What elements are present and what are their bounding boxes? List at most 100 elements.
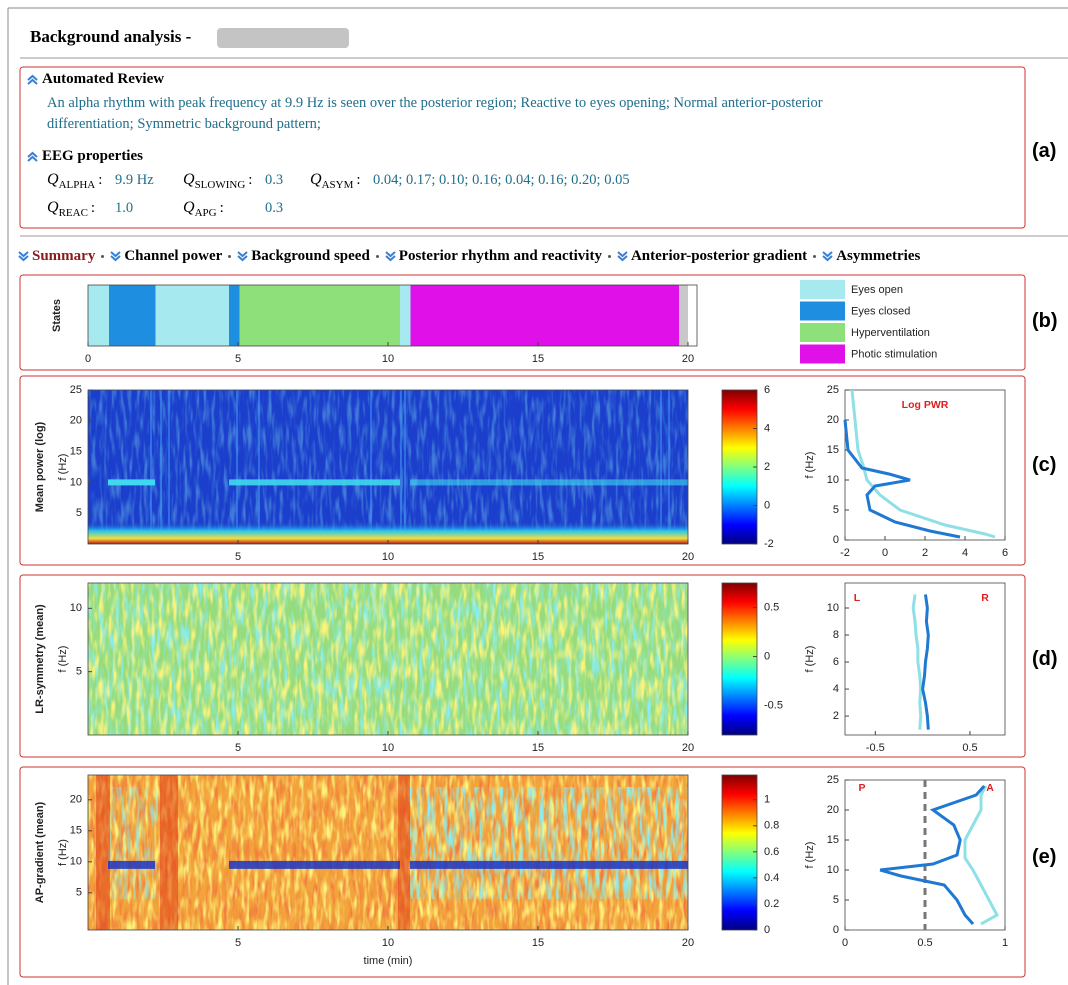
tab-separator	[228, 255, 231, 258]
y-tick-label: 10	[70, 602, 82, 614]
colorbar	[722, 390, 757, 544]
y-axis-label: AP-gradient (mean)	[34, 801, 46, 903]
panel-label: (a)	[1032, 140, 1056, 163]
spectrum-line	[852, 390, 995, 537]
property-label: QSLOWING:	[183, 171, 252, 191]
y-tick-label: 10	[827, 602, 839, 614]
y-tick-label: 20	[827, 804, 839, 816]
heatmap-texture	[229, 479, 400, 485]
tab-icon	[237, 251, 248, 262]
property-separator: :	[220, 200, 224, 216]
y-axis-unit: f (Hz)	[57, 454, 69, 481]
tab-icon	[822, 251, 833, 262]
tab[interactable]: Background speed	[237, 248, 370, 265]
y-tick-label: 10	[827, 474, 839, 486]
spectrum-line	[913, 594, 921, 729]
x-tick-label: 10	[382, 353, 394, 365]
y-tick-label: 25	[70, 384, 82, 396]
colorbar-tick-label: 0	[764, 499, 770, 511]
heatmap-texture	[236, 390, 238, 544]
y-tick-label: 20	[70, 794, 82, 806]
y-axis-label: f (Hz)	[804, 646, 816, 673]
heatmap-texture	[660, 390, 662, 544]
x-tick-label: 15	[532, 353, 544, 365]
property-label: QREAC:	[47, 199, 95, 219]
x-tick-label: 5	[235, 742, 241, 754]
y-tick-label: 5	[76, 887, 82, 899]
heatmap-texture	[108, 787, 158, 899]
tab-separator	[376, 255, 379, 258]
y-tick-label: 0	[833, 534, 839, 546]
property-separator: :	[356, 172, 360, 188]
collapse-icon[interactable]	[27, 151, 38, 162]
y-tick-label: 20	[70, 415, 82, 427]
property-symbol: Q	[310, 171, 322, 188]
page-title: Background analysis -	[30, 27, 191, 47]
heatmap-texture	[160, 775, 178, 930]
x-tick-label: 0	[842, 937, 848, 949]
x-tick-label: 15	[532, 937, 544, 949]
legend-swatch	[800, 323, 845, 342]
y-tick-label: 10	[827, 864, 839, 876]
x-tick-label: 5	[235, 937, 241, 949]
y-tick-label: 15	[827, 834, 839, 846]
heatmap-texture	[229, 861, 400, 869]
property-separator: :	[248, 172, 252, 188]
tab[interactable]: Asymmetries	[822, 248, 920, 265]
page: Eyes openEyes closedHyperventilationPhot…	[0, 0, 1068, 985]
collapse-icon[interactable]	[27, 74, 38, 85]
heatmap-texture	[88, 583, 688, 735]
property-subscript: SLOWING	[195, 179, 246, 191]
spectrum-line	[845, 420, 960, 537]
property-symbol: Q	[47, 199, 59, 216]
spectrum-line	[923, 594, 929, 729]
x-tick-label: 15	[532, 551, 544, 563]
legend-swatch	[800, 302, 845, 321]
section-heading: Automated Review	[27, 71, 164, 88]
panel-label: (c)	[1032, 454, 1056, 477]
tab[interactable]: Posterior rhythm and reactivity	[385, 248, 602, 265]
property-value: 0.04; 0.17; 0.10; 0.16; 0.04; 0.16; 0.20…	[373, 172, 630, 189]
x-tick-label: -2	[840, 547, 850, 559]
colorbar-tick-label: 0.8	[764, 820, 779, 832]
heatmap-texture	[410, 787, 688, 899]
heading-text: EEG properties	[42, 148, 143, 165]
tab-separator	[813, 255, 816, 258]
y-axis-label: LR-symmetry (mean)	[34, 604, 46, 714]
state-segment	[88, 285, 109, 346]
property-separator: :	[98, 172, 102, 188]
property-value: 0.3	[265, 200, 283, 217]
tab-separator	[101, 255, 104, 258]
tab[interactable]: Summary	[18, 248, 95, 265]
colorbar-tick-label: 0	[764, 650, 770, 662]
heatmap-texture	[410, 479, 688, 485]
tab[interactable]: Channel power	[110, 248, 222, 265]
y-axis-label: States	[51, 299, 63, 332]
colorbar-tick-label: 0.6	[764, 846, 779, 858]
spectrum-line	[965, 786, 997, 924]
timeline-tail	[679, 285, 688, 346]
legend-label: Eyes closed	[851, 305, 910, 317]
x-tick-label: 0.5	[917, 937, 932, 949]
colorbar-tick-label: 1	[764, 794, 770, 806]
tab-label: Background speed	[251, 248, 370, 265]
colorbar-tick-label: 6	[764, 384, 770, 396]
y-tick-label: 2	[833, 710, 839, 722]
colorbar-tick-label: 0	[764, 924, 770, 936]
annotation: Log PWR	[902, 399, 949, 411]
x-tick-label: 20	[682, 937, 694, 949]
y-tick-label: 5	[833, 504, 839, 516]
colorbar	[722, 775, 757, 930]
y-tick-label: 25	[827, 774, 839, 786]
property-subscript: ASYM	[322, 179, 354, 191]
y-axis-unit: f (Hz)	[57, 839, 69, 866]
colorbar-tick-label: 2	[764, 461, 770, 473]
tab[interactable]: Anterior-posterior gradient	[617, 248, 807, 265]
x-tick-label: 10	[382, 551, 394, 563]
property-label: QASYM:	[310, 171, 361, 191]
legend-label: Hyperventilation	[851, 327, 930, 339]
property-subscript: APG	[195, 207, 217, 219]
heatmap-texture	[88, 390, 688, 544]
y-tick-label: 15	[827, 444, 839, 456]
x-tick-label: 20	[682, 353, 694, 365]
